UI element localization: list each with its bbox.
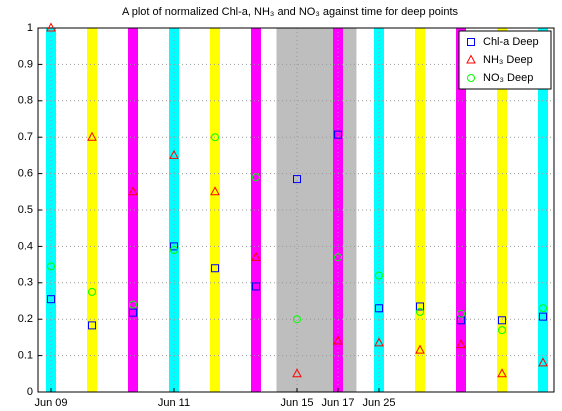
point (456, 339, 466, 349)
point (333, 335, 343, 345)
point (375, 271, 383, 280)
band (128, 28, 138, 392)
y-tick-label: 0.4 (18, 240, 33, 252)
point (375, 304, 383, 313)
point (88, 287, 96, 296)
point (169, 149, 179, 159)
band (456, 28, 466, 392)
point (129, 308, 137, 317)
band (87, 28, 97, 392)
point (46, 22, 56, 32)
point (416, 307, 424, 316)
point (293, 175, 301, 184)
point (252, 282, 260, 291)
legend-marker (467, 74, 475, 82)
point (211, 133, 219, 142)
legend-label: NH₃ Deep (483, 54, 533, 66)
point (88, 321, 96, 330)
y-tick-label: 1 (27, 22, 33, 34)
point (416, 302, 424, 311)
y-tick-label: 0.8 (18, 95, 33, 107)
point (170, 242, 178, 251)
x-tick-label: Jun 11 (158, 397, 190, 409)
point (251, 251, 261, 261)
point (47, 262, 55, 271)
x-tick-label: Jun 25 (362, 397, 395, 409)
point (334, 130, 342, 139)
y-tick-label: 0.1 (18, 350, 33, 362)
point (292, 368, 302, 378)
point (252, 173, 260, 182)
point (498, 326, 506, 335)
x-tick-label: Jun 09 (34, 397, 67, 409)
y-tick-label: 0.2 (18, 313, 33, 325)
legend-marker (466, 54, 476, 64)
point (538, 357, 548, 367)
point (47, 295, 55, 304)
y-tick-label: 0.9 (18, 58, 33, 70)
legend-label: Chl-a Deep (483, 36, 539, 48)
y-tick-label: 0.5 (18, 204, 33, 216)
legend-label: NO₃ Deep (483, 72, 533, 84)
point (128, 186, 138, 196)
point (210, 186, 220, 196)
x-tick-label: Jun 17 (321, 397, 354, 409)
y-tick-label: 0 (27, 386, 33, 398)
y-tick-label: 0.6 (18, 168, 33, 180)
point (498, 316, 506, 325)
x-tick-label: Jun 15 (280, 397, 313, 409)
y-tick-label: 0.7 (18, 131, 33, 143)
axes-box (37, 27, 555, 393)
band (415, 28, 425, 392)
point (457, 309, 465, 318)
point (539, 304, 547, 313)
point (415, 344, 425, 354)
point (497, 368, 507, 378)
band (251, 28, 261, 392)
point (129, 300, 137, 309)
point (374, 337, 384, 347)
point (211, 264, 219, 273)
point (334, 253, 342, 262)
point (539, 312, 547, 321)
point (293, 315, 301, 324)
point (87, 131, 97, 141)
legend-marker (467, 38, 475, 46)
point (170, 246, 178, 255)
y-tick-label: 0.3 (18, 277, 33, 289)
shaded-region (276, 28, 357, 392)
chart-title: A plot of normalized Chl-a, NH₃ and NO₃ … (122, 6, 459, 18)
